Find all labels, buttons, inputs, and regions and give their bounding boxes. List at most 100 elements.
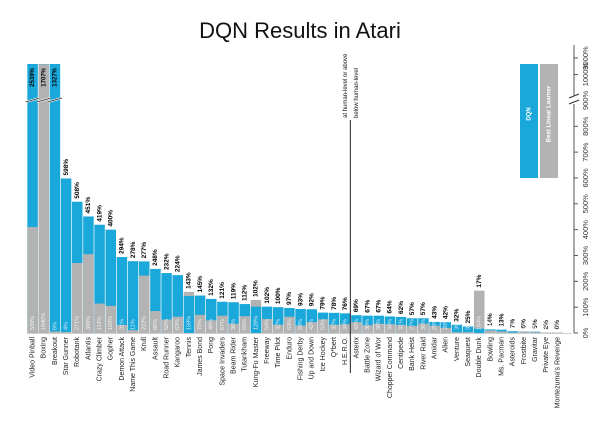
category-label: Krull	[141, 337, 148, 351]
legend-swatch	[540, 64, 558, 178]
linear-bar	[295, 325, 306, 333]
linear-value-label: 32%	[332, 319, 338, 330]
linear-bar	[38, 64, 49, 333]
axis-break-mark	[568, 93, 580, 99]
linear-value-label: 11%	[131, 319, 137, 330]
linear-value-label: 36%	[376, 319, 382, 330]
linear-bar	[474, 290, 485, 333]
threshold-label-below: below human-level	[354, 68, 360, 118]
y-tick-label: 3000%	[581, 46, 590, 70]
dqn-bar	[228, 302, 239, 333]
bar-break-mark	[25, 97, 40, 103]
dqn-value-label: 43%	[431, 306, 438, 319]
linear-bar	[194, 314, 206, 333]
linear-value-label: 31%	[119, 319, 125, 330]
linear-value-label: 0%	[555, 322, 561, 330]
linear-bar	[284, 316, 295, 333]
linear-bar	[552, 332, 563, 333]
dqn-value-label: 13%	[498, 313, 505, 326]
threshold-label-above: at human-level or above	[343, 53, 349, 118]
category-label: Up and Down	[309, 337, 316, 380]
linear-value-label: 6%	[52, 322, 58, 330]
linear-bar	[440, 327, 451, 333]
linear-value-label: 52%	[164, 319, 170, 330]
dqn-value-label: 102%	[264, 287, 271, 304]
category-label: Video Pinball	[29, 337, 36, 378]
dqn-value-label: 1327%	[52, 67, 58, 86]
dqn-value-label: 32%	[454, 309, 461, 322]
dqn-bar	[474, 328, 485, 333]
y-tick-label: 0%	[581, 327, 590, 338]
dqn-value-label: 69%	[353, 299, 360, 312]
category-label: Seaquest	[465, 337, 472, 367]
linear-value-label: 271%	[75, 316, 81, 330]
dqn-value-label: 79%	[320, 296, 327, 309]
category-label: Kung-Fu Master	[253, 336, 260, 387]
y-tick-label: 400%	[581, 220, 590, 240]
linear-value-label: 67%	[220, 319, 226, 330]
linear-bar	[541, 332, 552, 333]
dqn-bar	[183, 296, 195, 333]
linear-bar	[340, 324, 351, 333]
category-label: Battle Zone	[364, 337, 371, 373]
dqn-value-label: 145%	[197, 276, 204, 293]
category-label: Fishing Derby	[297, 337, 304, 381]
y-tick-label: 100%	[581, 297, 590, 317]
category-label: Frostbite	[521, 337, 528, 364]
linear-value-label: 20%	[443, 319, 449, 330]
dqn-bar	[105, 229, 116, 333]
category-label: Q*bert	[331, 337, 338, 357]
linear-bar	[362, 325, 373, 333]
dqn-value-label: 419%	[96, 205, 103, 222]
category-label: Space Invaders	[219, 337, 226, 386]
dqn-bar	[27, 64, 38, 333]
dqn-bar	[172, 275, 183, 333]
linear-bar	[206, 320, 217, 333]
dqn-value-label: 57%	[409, 302, 416, 315]
category-label: Double Dunk	[476, 337, 483, 378]
dqn-value-label: 224%	[174, 255, 181, 272]
linear-value-label: 539%	[30, 316, 36, 330]
linear-bar	[529, 332, 541, 333]
linear-bar	[351, 322, 362, 333]
category-label: Asterix	[353, 337, 360, 359]
linear-bar	[150, 311, 161, 333]
linear-bar	[83, 254, 94, 333]
dqn-bar	[116, 257, 128, 333]
dqn-value-label: 132%	[208, 279, 215, 296]
dqn-value-label: 121%	[219, 282, 226, 299]
category-label: Time Pilot	[275, 337, 282, 368]
linear-bar	[27, 227, 38, 333]
linear-value-label: 70%	[198, 319, 204, 330]
linear-bar	[418, 323, 429, 333]
linear-bar	[60, 331, 72, 333]
category-label: Crazy Climber	[96, 336, 103, 381]
category-label: Breakout	[52, 337, 59, 365]
linear-value-label: 63%	[175, 319, 181, 330]
category-label: Atlantis	[85, 337, 92, 360]
linear-value-label: 34%	[387, 319, 393, 330]
dqn-bar	[206, 298, 217, 333]
linear-bar	[373, 323, 384, 333]
category-label: Robotank	[74, 337, 81, 367]
linear-bar	[451, 332, 463, 333]
legend-label: Best Linear Learner	[547, 85, 553, 142]
dqn-bar	[306, 309, 317, 333]
dqn-bar	[60, 178, 72, 333]
linear-bar	[161, 319, 172, 333]
dqn-bar	[440, 322, 451, 333]
linear-value-label: 36%	[231, 319, 237, 330]
linear-value-label: 85%	[153, 319, 159, 330]
category-label: Assault	[152, 337, 159, 360]
category-label: Road Runner	[163, 336, 170, 378]
linear-value-label: 65%	[242, 319, 248, 330]
dqn-value-label: 62%	[398, 301, 405, 314]
category-label: Ice Hockey	[320, 337, 327, 372]
dqn-bar	[150, 268, 161, 333]
linear-value-label: 105%	[108, 316, 114, 330]
category-label: Wizard of Wor	[376, 336, 383, 381]
linear-value-label: 222%	[142, 316, 148, 330]
linear-value-label: 0%	[544, 322, 550, 330]
linear-bar	[306, 322, 317, 333]
dqn-value-label: 78%	[331, 297, 338, 310]
